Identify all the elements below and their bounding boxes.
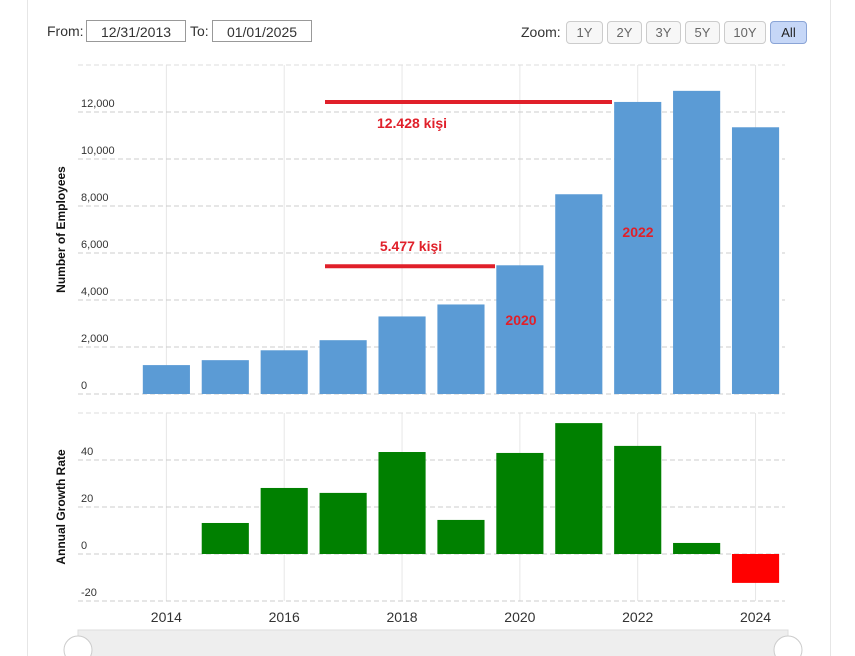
y-tick-label: 6,000 — [81, 239, 109, 251]
x-tick-label: 2020 — [504, 609, 535, 625]
bar — [319, 340, 367, 394]
bar — [673, 542, 721, 554]
y-tick-label: -20 — [81, 587, 97, 599]
x-tick-label: 2016 — [269, 609, 300, 625]
y-tick-label: 0 — [81, 380, 87, 392]
bar — [496, 452, 544, 554]
bar — [319, 492, 367, 554]
bar — [437, 304, 485, 394]
x-tick-label: 2018 — [386, 609, 417, 625]
bar — [378, 452, 426, 554]
annotation: 12.428 kişi — [377, 115, 447, 131]
frame — [27, 0, 831, 656]
annotation: 2020 — [505, 312, 536, 328]
zoom-button[interactable]: 1Y — [566, 21, 603, 44]
bar — [614, 445, 662, 554]
to-input[interactable]: 01/01/2025 — [212, 20, 312, 42]
bar — [555, 423, 603, 554]
bar — [496, 265, 544, 394]
x-tick-label: 2022 — [622, 609, 653, 625]
y-tick-label: 4,000 — [81, 286, 109, 298]
navigator — [77, 629, 789, 656]
zoom-button[interactable]: 5Y — [685, 21, 720, 44]
bar — [731, 554, 780, 583]
bar — [201, 360, 249, 394]
bar — [260, 350, 308, 394]
bar — [142, 365, 190, 394]
y-tick-label: 20 — [81, 493, 93, 505]
bar — [260, 487, 308, 554]
y-tick-label: 8,000 — [81, 192, 109, 204]
zoom-button[interactable]: 3Y — [646, 21, 681, 44]
navigator-handle — [63, 635, 93, 656]
annotation: 2022 — [622, 224, 653, 240]
zoom-button[interactable]: All — [770, 21, 807, 44]
y-tick-label: 0 — [81, 540, 87, 552]
y-tick-label: 2,000 — [81, 333, 109, 345]
y-axis-label: Number of Employees — [54, 166, 68, 293]
bar — [614, 101, 662, 394]
y-axis-label: Annual Growth Rate — [54, 449, 68, 565]
zoom-label: Zoom: — [521, 24, 561, 40]
bar — [555, 194, 603, 394]
from-label: From: — [47, 23, 84, 39]
bar — [673, 90, 721, 394]
zoom-button[interactable]: 10Y — [724, 21, 766, 44]
x-tick-label: 2024 — [740, 609, 771, 625]
navigator-handle — [773, 635, 803, 656]
from-input[interactable]: 12/31/2013 — [86, 20, 186, 42]
bar — [731, 127, 780, 395]
annotation: 5.477 kişi — [380, 238, 442, 254]
bar — [378, 316, 426, 394]
y-tick-label: 40 — [81, 446, 93, 458]
zoom-button[interactable]: 2Y — [607, 21, 642, 44]
bar — [437, 519, 485, 554]
to-label: To: — [190, 23, 209, 39]
y-tick-label: 10,000 — [81, 145, 115, 157]
y-tick-label: 12,000 — [81, 98, 115, 110]
bar — [201, 522, 249, 554]
x-tick-label: 2014 — [151, 609, 182, 625]
